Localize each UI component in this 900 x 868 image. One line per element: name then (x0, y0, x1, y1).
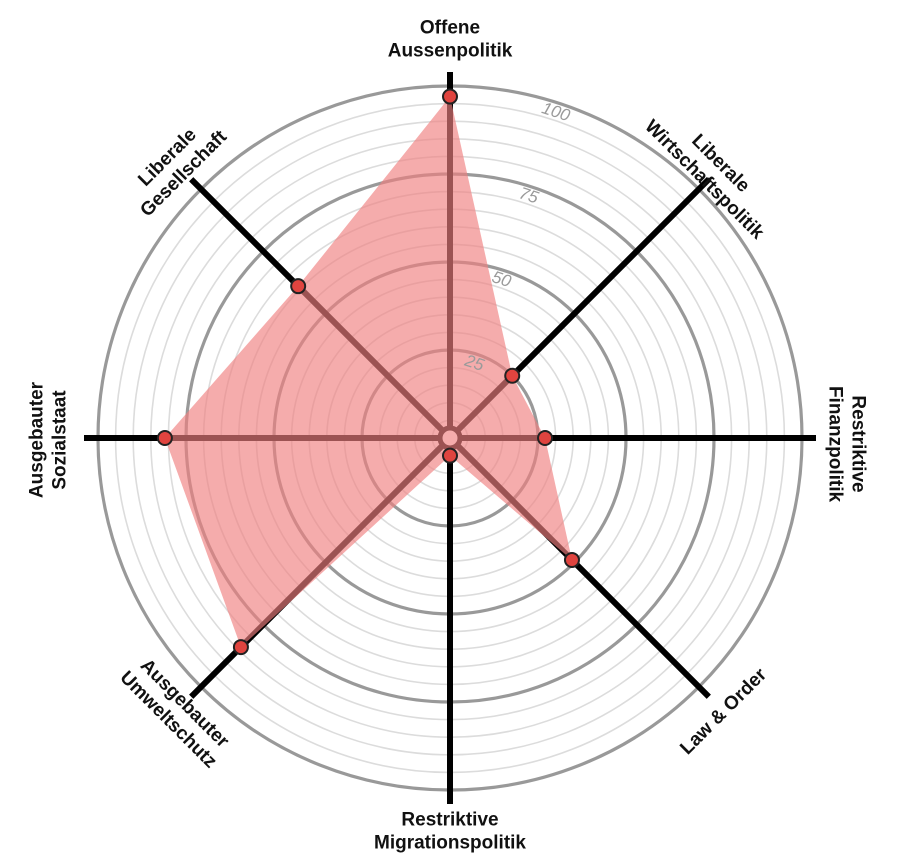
axis-label-0-line-0: Offene (420, 18, 480, 39)
data-point-5 (232, 639, 249, 656)
axis-label-4-line-0: Restriktive (401, 810, 498, 831)
data-point-7 (290, 278, 307, 295)
data-point-3 (563, 551, 580, 568)
data-point-4 (442, 447, 458, 464)
data-area (164, 96, 572, 648)
axis-label-4-line-1: Migrationspolitik (374, 833, 526, 854)
data-points (156, 88, 580, 656)
axis-label-6-line-1: Sozialstaat (50, 390, 71, 490)
axis-label-6: Ausgebauter Sozialstaat (27, 381, 71, 498)
axis-label-2-line-1: Finanzpolitik (824, 386, 845, 503)
axis-label-0-line-1: Aussenpolitik (388, 41, 513, 62)
data-point-2 (537, 430, 554, 446)
series-area (164, 96, 572, 648)
axis-label-2-line-0: Restriktive (847, 395, 868, 492)
data-point-6 (156, 430, 173, 446)
axis-label-6-line-0: Ausgebauter (27, 381, 48, 498)
data-point-0 (442, 88, 458, 105)
data-point-1 (504, 367, 521, 384)
